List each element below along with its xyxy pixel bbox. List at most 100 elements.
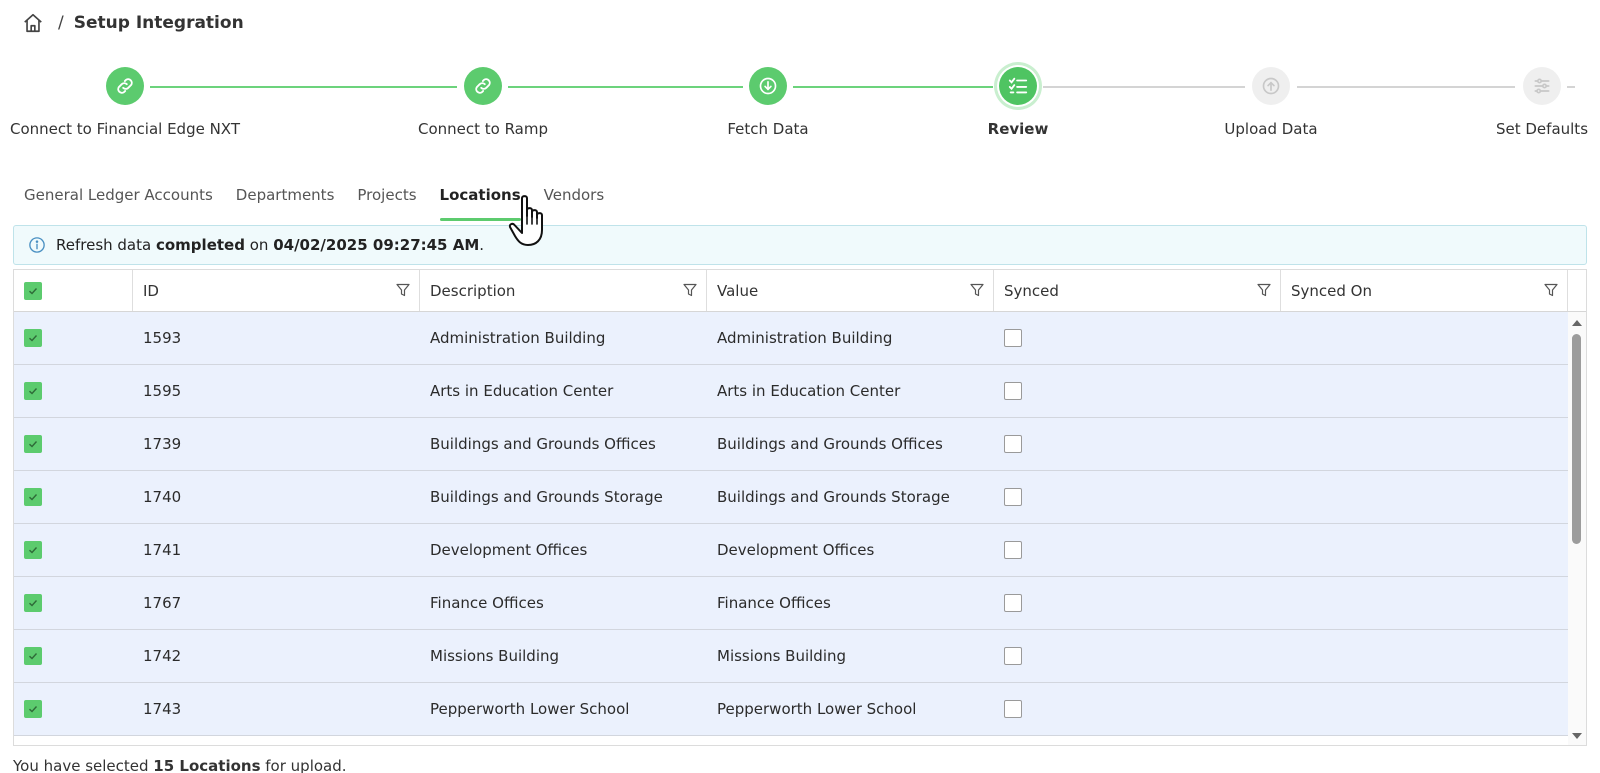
cell-id: 1595 (143, 382, 182, 400)
step-label: Connect to Financial Edge NXT (10, 120, 240, 138)
step-connect-financial-edge[interactable]: Connect to Financial Edge NXT (0, 62, 255, 138)
step-connector (508, 86, 743, 88)
link-icon (117, 78, 133, 94)
tab-projects[interactable]: Projects (357, 186, 417, 204)
checklist-icon (1008, 77, 1028, 94)
info-mid: on (249, 236, 269, 254)
row-select-cell (14, 683, 133, 735)
table-row[interactable]: 1743 Pepperworth Lower School Pepperworth … (14, 683, 1570, 736)
step-connector (1297, 86, 1515, 88)
synced-checkbox[interactable] (1004, 700, 1022, 718)
cell-description: Development Offices (430, 541, 588, 559)
cell-synced (994, 577, 1281, 629)
column-header-id[interactable]: ID (133, 270, 420, 311)
table-row[interactable]: 1739 Buildings and Grounds Offices Buildin… (14, 418, 1570, 471)
cell-description: Arts in Education Center (430, 382, 614, 400)
row-select-cell (14, 418, 133, 470)
check-icon (29, 547, 38, 554)
column-header-synced-on[interactable]: Synced On (1281, 270, 1568, 311)
table-body: 1593 Administration Building Administratio… (14, 312, 1586, 736)
row-select-checkbox[interactable] (24, 329, 42, 347)
link-icon (475, 78, 491, 94)
row-select-checkbox[interactable] (24, 594, 42, 612)
step-fetch-data[interactable]: Fetch Data (638, 62, 898, 138)
column-header-value[interactable]: Value (707, 270, 994, 311)
filter-icon[interactable] (1543, 282, 1559, 298)
hand-pointer-cursor-icon (508, 195, 543, 246)
cell-description: Buildings and Grounds Storage (430, 488, 663, 506)
table-row[interactable]: 1742 Missions Building Missions Building (14, 630, 1570, 683)
header-select-all-cell (14, 270, 133, 311)
table-header: ID Description Value Synced Synced On (14, 270, 1586, 312)
home-icon[interactable] (22, 12, 44, 34)
table-row[interactable]: 1593 Administration Building Administratio… (14, 312, 1570, 365)
cell-description: Administration Building (430, 329, 606, 347)
tab-locations[interactable]: Locations (439, 181, 521, 221)
step-upload-data[interactable]: Upload Data (1141, 62, 1401, 138)
cell-value: Arts in Education Center (717, 382, 901, 400)
cell-id: 1740 (143, 488, 182, 506)
scroll-up-arrow-icon[interactable] (1571, 318, 1583, 328)
row-select-cell (14, 471, 133, 523)
synced-checkbox[interactable] (1004, 435, 1022, 453)
row-select-checkbox[interactable] (24, 382, 42, 400)
select-all-checkbox[interactable] (24, 281, 42, 300)
row-select-cell (14, 630, 133, 682)
filter-icon[interactable] (969, 282, 985, 298)
tab-vendors[interactable]: Vendors (543, 186, 605, 204)
scroll-down-arrow-icon[interactable] (1571, 731, 1583, 741)
filter-icon[interactable] (395, 282, 411, 298)
row-select-cell (14, 577, 133, 629)
row-select-checkbox[interactable] (24, 435, 42, 453)
step-label: Connect to Ramp (417, 120, 549, 138)
info-status: completed (155, 236, 245, 254)
tab-departments[interactable]: Departments (235, 186, 335, 204)
row-select-checkbox[interactable] (24, 700, 42, 718)
step-review[interactable]: Review (888, 62, 1148, 138)
cell-synced (994, 418, 1281, 470)
scrollbar-thumb[interactable] (1572, 334, 1581, 544)
synced-checkbox[interactable] (1004, 382, 1022, 400)
row-select-checkbox[interactable] (24, 647, 42, 665)
table-row[interactable]: 1767 Finance Offices Finance Offices (14, 577, 1570, 630)
step-connect-ramp[interactable]: Connect to Ramp (353, 62, 613, 138)
table-row[interactable]: 1740 Buildings and Grounds Storage Buildin… (14, 471, 1570, 524)
filter-icon[interactable] (1256, 282, 1272, 298)
cell-synced-on (1281, 577, 1568, 629)
info-prefix: Refresh data (56, 236, 152, 254)
refresh-status-banner: Refresh data completed on 04/02/2025 09:… (13, 225, 1587, 265)
selection-count: 15 Locations (153, 757, 261, 773)
tab-general-ledger-accounts[interactable]: General Ledger Accounts (24, 186, 213, 204)
check-icon (29, 441, 38, 448)
table-row[interactable]: 1741 Development Offices Development Offic… (14, 524, 1570, 577)
cell-value: Pepperworth Lower School (717, 700, 917, 718)
sliders-icon (1534, 78, 1550, 94)
cell-description: Missions Building (430, 647, 560, 665)
synced-checkbox[interactable] (1004, 541, 1022, 559)
step-label: Fetch Data (727, 120, 809, 138)
step-set-defaults[interactable]: Set Defaults (1412, 62, 1600, 138)
column-header-synced[interactable]: Synced (994, 270, 1281, 311)
cell-synced (994, 365, 1281, 417)
cell-synced-on (1281, 524, 1568, 576)
row-select-checkbox[interactable] (24, 541, 42, 559)
check-icon (29, 388, 38, 395)
synced-checkbox[interactable] (1004, 488, 1022, 506)
cell-synced-on (1281, 630, 1568, 682)
filter-icon[interactable] (682, 282, 698, 298)
vertical-scrollbar[interactable] (1568, 312, 1586, 745)
table-row[interactable]: 1595 Arts in Education Center Arts in Educ… (14, 365, 1570, 418)
check-icon (29, 494, 38, 501)
check-icon (29, 335, 38, 342)
selection-prefix: You have selected (13, 757, 149, 773)
synced-checkbox[interactable] (1004, 329, 1022, 347)
synced-checkbox[interactable] (1004, 594, 1022, 612)
cell-value: Buildings and Grounds Offices (717, 435, 943, 453)
cell-value: Administration Building (717, 329, 893, 347)
cell-value: Buildings and Grounds Storage (717, 488, 950, 506)
synced-checkbox[interactable] (1004, 647, 1022, 665)
check-icon (29, 653, 38, 660)
row-select-checkbox[interactable] (24, 488, 42, 506)
cell-synced (994, 312, 1281, 364)
column-header-description[interactable]: Description (420, 270, 707, 311)
